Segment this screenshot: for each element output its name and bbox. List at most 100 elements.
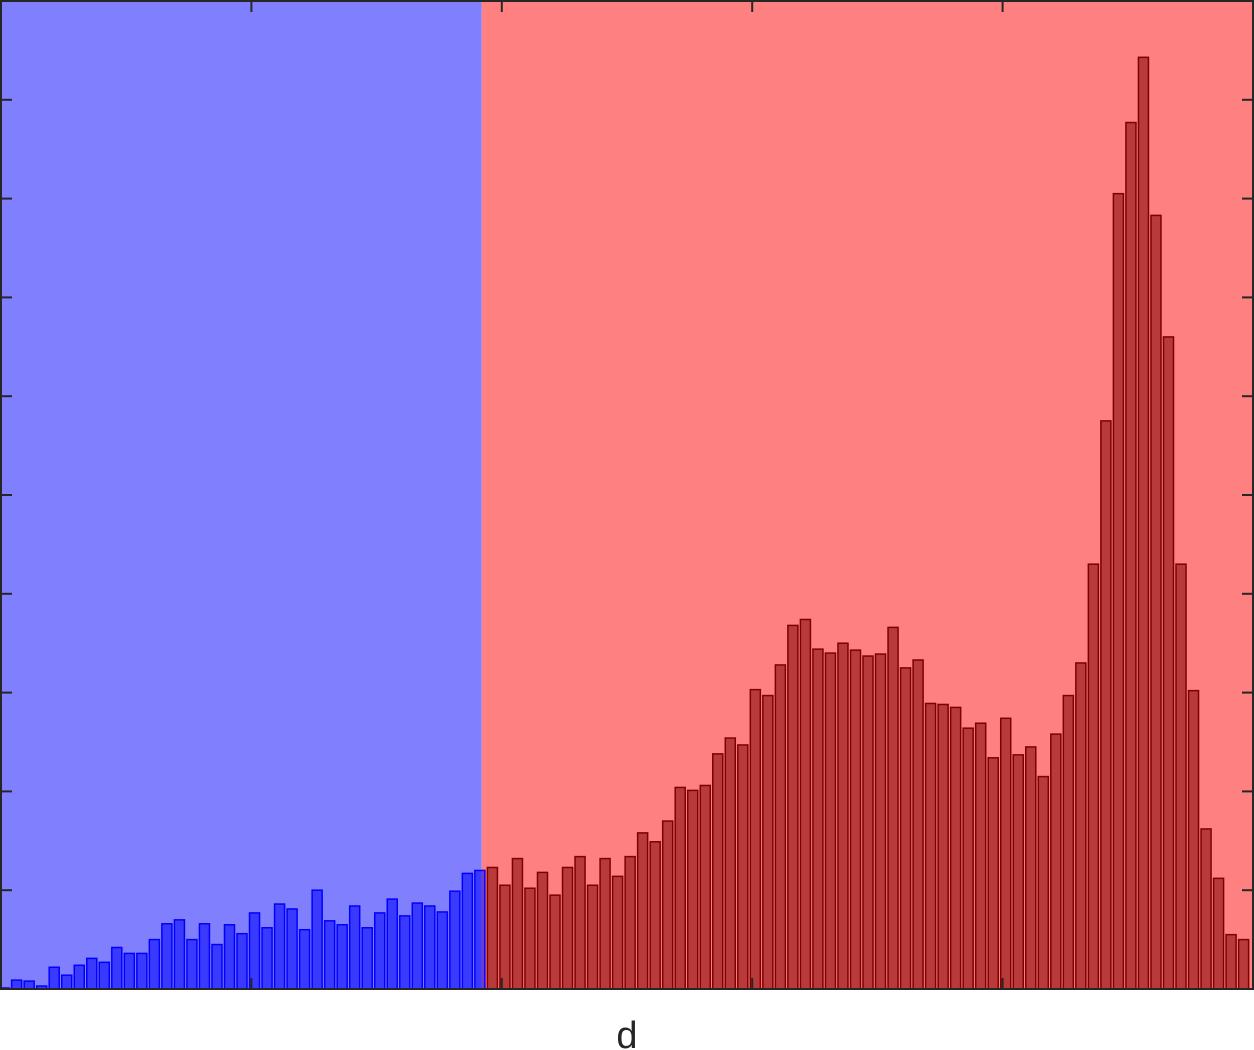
bar-series-2: [937, 703, 949, 990]
bar-series-2: [1087, 563, 1100, 990]
bar-series-2: [1100, 420, 1112, 990]
bar-series-2: [1075, 662, 1087, 990]
bar-series-1: [373, 912, 386, 990]
bar-series-2: [1037, 775, 1050, 990]
bar-series-2: [1150, 214, 1162, 990]
bar-series-1: [323, 920, 336, 990]
bar-series-2: [511, 857, 524, 990]
bar-series-2: [737, 744, 749, 990]
bar-series-1: [298, 928, 311, 990]
bar-series-2: [1025, 746, 1037, 990]
bar-series-1: [411, 902, 424, 990]
bar-series-2: [874, 653, 887, 990]
bar-series-2: [837, 642, 849, 990]
bar-series-1: [123, 952, 136, 990]
bar-series-2: [1012, 754, 1025, 990]
bar-series-1: [111, 946, 123, 990]
bar-series-1: [48, 966, 60, 990]
bar-series-2: [486, 866, 499, 990]
bar-series-2: [912, 659, 924, 990]
bar-series-2: [699, 784, 712, 990]
bar-series-1: [73, 964, 86, 990]
bar-series-2: [661, 820, 674, 990]
bar-series-2: [862, 655, 874, 990]
bar-series-2: [924, 702, 937, 990]
bar-series-1: [86, 957, 98, 990]
histogram-bars: [0, 56, 1250, 990]
bar-series-2: [949, 706, 962, 990]
bar-series-2: [787, 624, 799, 990]
bar-series-2: [762, 694, 774, 990]
bar-series-1: [10, 979, 23, 990]
bar-series-2: [1175, 563, 1187, 990]
bar-series-2: [1212, 877, 1225, 990]
bar-series-2: [649, 841, 661, 990]
bar-series-2: [999, 717, 1012, 990]
bar-series-1: [236, 932, 248, 990]
bar-series-1: [273, 903, 286, 990]
bar-series-2: [549, 894, 561, 990]
region-backgrounds: [1, 1, 1253, 989]
bar-series-1: [461, 872, 474, 990]
bar-series-1: [60, 974, 73, 990]
x-axis-label: d: [616, 1015, 637, 1050]
bar-series-2: [1225, 933, 1237, 990]
bar-series-1: [248, 912, 261, 990]
bar-series-1: [474, 869, 486, 990]
bar-series-2: [1162, 336, 1175, 990]
region-1: [1, 1, 482, 989]
bar-series-1: [361, 926, 373, 990]
bar-series-2: [799, 618, 812, 990]
bar-series-2: [899, 667, 912, 990]
bar-series-1: [161, 923, 173, 990]
bar-series-2: [774, 664, 787, 990]
bar-series-1: [136, 952, 148, 990]
bar-series-1: [23, 980, 35, 990]
bar-series-2: [1187, 689, 1200, 990]
bar-series-2: [624, 855, 636, 990]
bar-series-1: [348, 905, 361, 990]
bar-series-2: [599, 857, 611, 990]
bar-series-1: [449, 890, 461, 990]
bar-series-1: [399, 915, 411, 990]
bar-series-2: [561, 866, 574, 990]
bar-series-2: [887, 626, 899, 990]
bar-series-2: [1200, 828, 1212, 990]
bar-series-1: [223, 924, 236, 990]
bar-series-2: [987, 757, 999, 990]
plot-frame: [0, 0, 1254, 990]
bar-series-2: [586, 884, 599, 990]
bar-series-2: [1062, 694, 1075, 990]
bar-series-2: [974, 722, 987, 990]
bar-series-2: [536, 871, 549, 990]
bar-series-1: [311, 889, 323, 990]
bar-series-1: [424, 905, 436, 990]
bar-series-2: [712, 753, 724, 990]
bar-series-2: [849, 649, 862, 990]
bar-series-1: [286, 908, 298, 990]
bar-series-1: [198, 923, 211, 990]
bar-series-2: [812, 648, 824, 990]
bar-series-2: [962, 727, 974, 990]
bar-series-1: [336, 924, 348, 990]
bar-series-2: [749, 688, 762, 990]
bar-series-1: [386, 898, 399, 990]
bar-series-2: [686, 789, 699, 990]
bar-series-2: [574, 855, 586, 990]
bar-series-2: [1050, 733, 1062, 990]
bar-series-1: [148, 938, 161, 990]
bar-series-1: [186, 938, 198, 990]
bar-series-1: [98, 961, 111, 990]
bar-series-2: [499, 884, 511, 990]
bar-series-1: [436, 911, 449, 990]
bar-series-2: [1112, 192, 1125, 990]
bar-series-1: [211, 943, 223, 990]
bar-series-2: [824, 652, 837, 990]
bar-series-2: [1237, 938, 1250, 990]
bar-series-2: [724, 737, 737, 990]
bar-series-2: [1137, 56, 1150, 990]
bar-series-2: [611, 875, 624, 990]
bar-series-2: [636, 832, 649, 990]
bar-series-1: [261, 926, 273, 990]
